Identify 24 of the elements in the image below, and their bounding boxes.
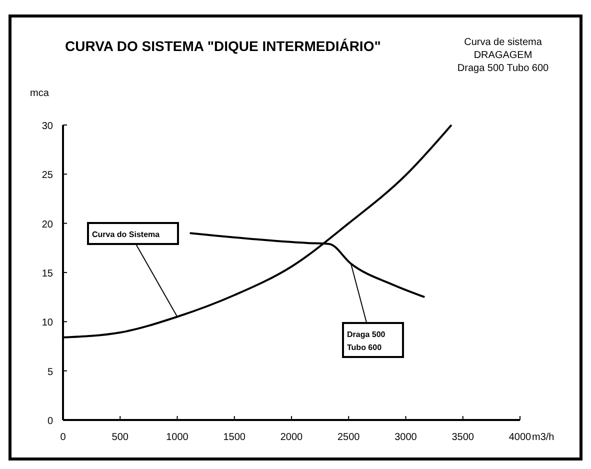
x-tick-label: 1000 (166, 432, 189, 443)
x-axis-title: m3/h (532, 432, 554, 443)
text: Curva de sistema (464, 37, 542, 48)
text: DRAGAGEM (474, 50, 532, 61)
chart-title: CURVA DO SISTEMA "DIQUE INTERMEDIÁRIO" (65, 38, 381, 54)
y-axis-title: mca (30, 88, 50, 99)
x-tick-label: 0 (60, 432, 66, 443)
x-tick-label: 3500 (452, 432, 474, 443)
y-tick-label: 0 (47, 416, 54, 427)
text: Draga 500 Tubo 600 (347, 330, 386, 352)
y-tick-label: 25 (42, 170, 54, 182)
x-tick-label: 500 (112, 432, 129, 443)
x-tick-label: 2500 (338, 432, 360, 443)
text: Draga 500 Tubo 600 (457, 63, 550, 74)
x-tick-label: 4000 (508, 432, 532, 443)
text: Curva do Sistema (92, 230, 160, 239)
x-tick-label: 1500 (223, 432, 246, 443)
y-tick-label: 15 (42, 268, 54, 280)
y-tick-label: 5 (47, 366, 54, 378)
x-tick-label: 2000 (280, 432, 304, 443)
y-tick-label: 20 (42, 219, 54, 230)
x-tick-label: 3000 (394, 432, 418, 443)
y-tick-label: 30 (42, 121, 54, 132)
y-tick-label: 10 (42, 318, 54, 329)
